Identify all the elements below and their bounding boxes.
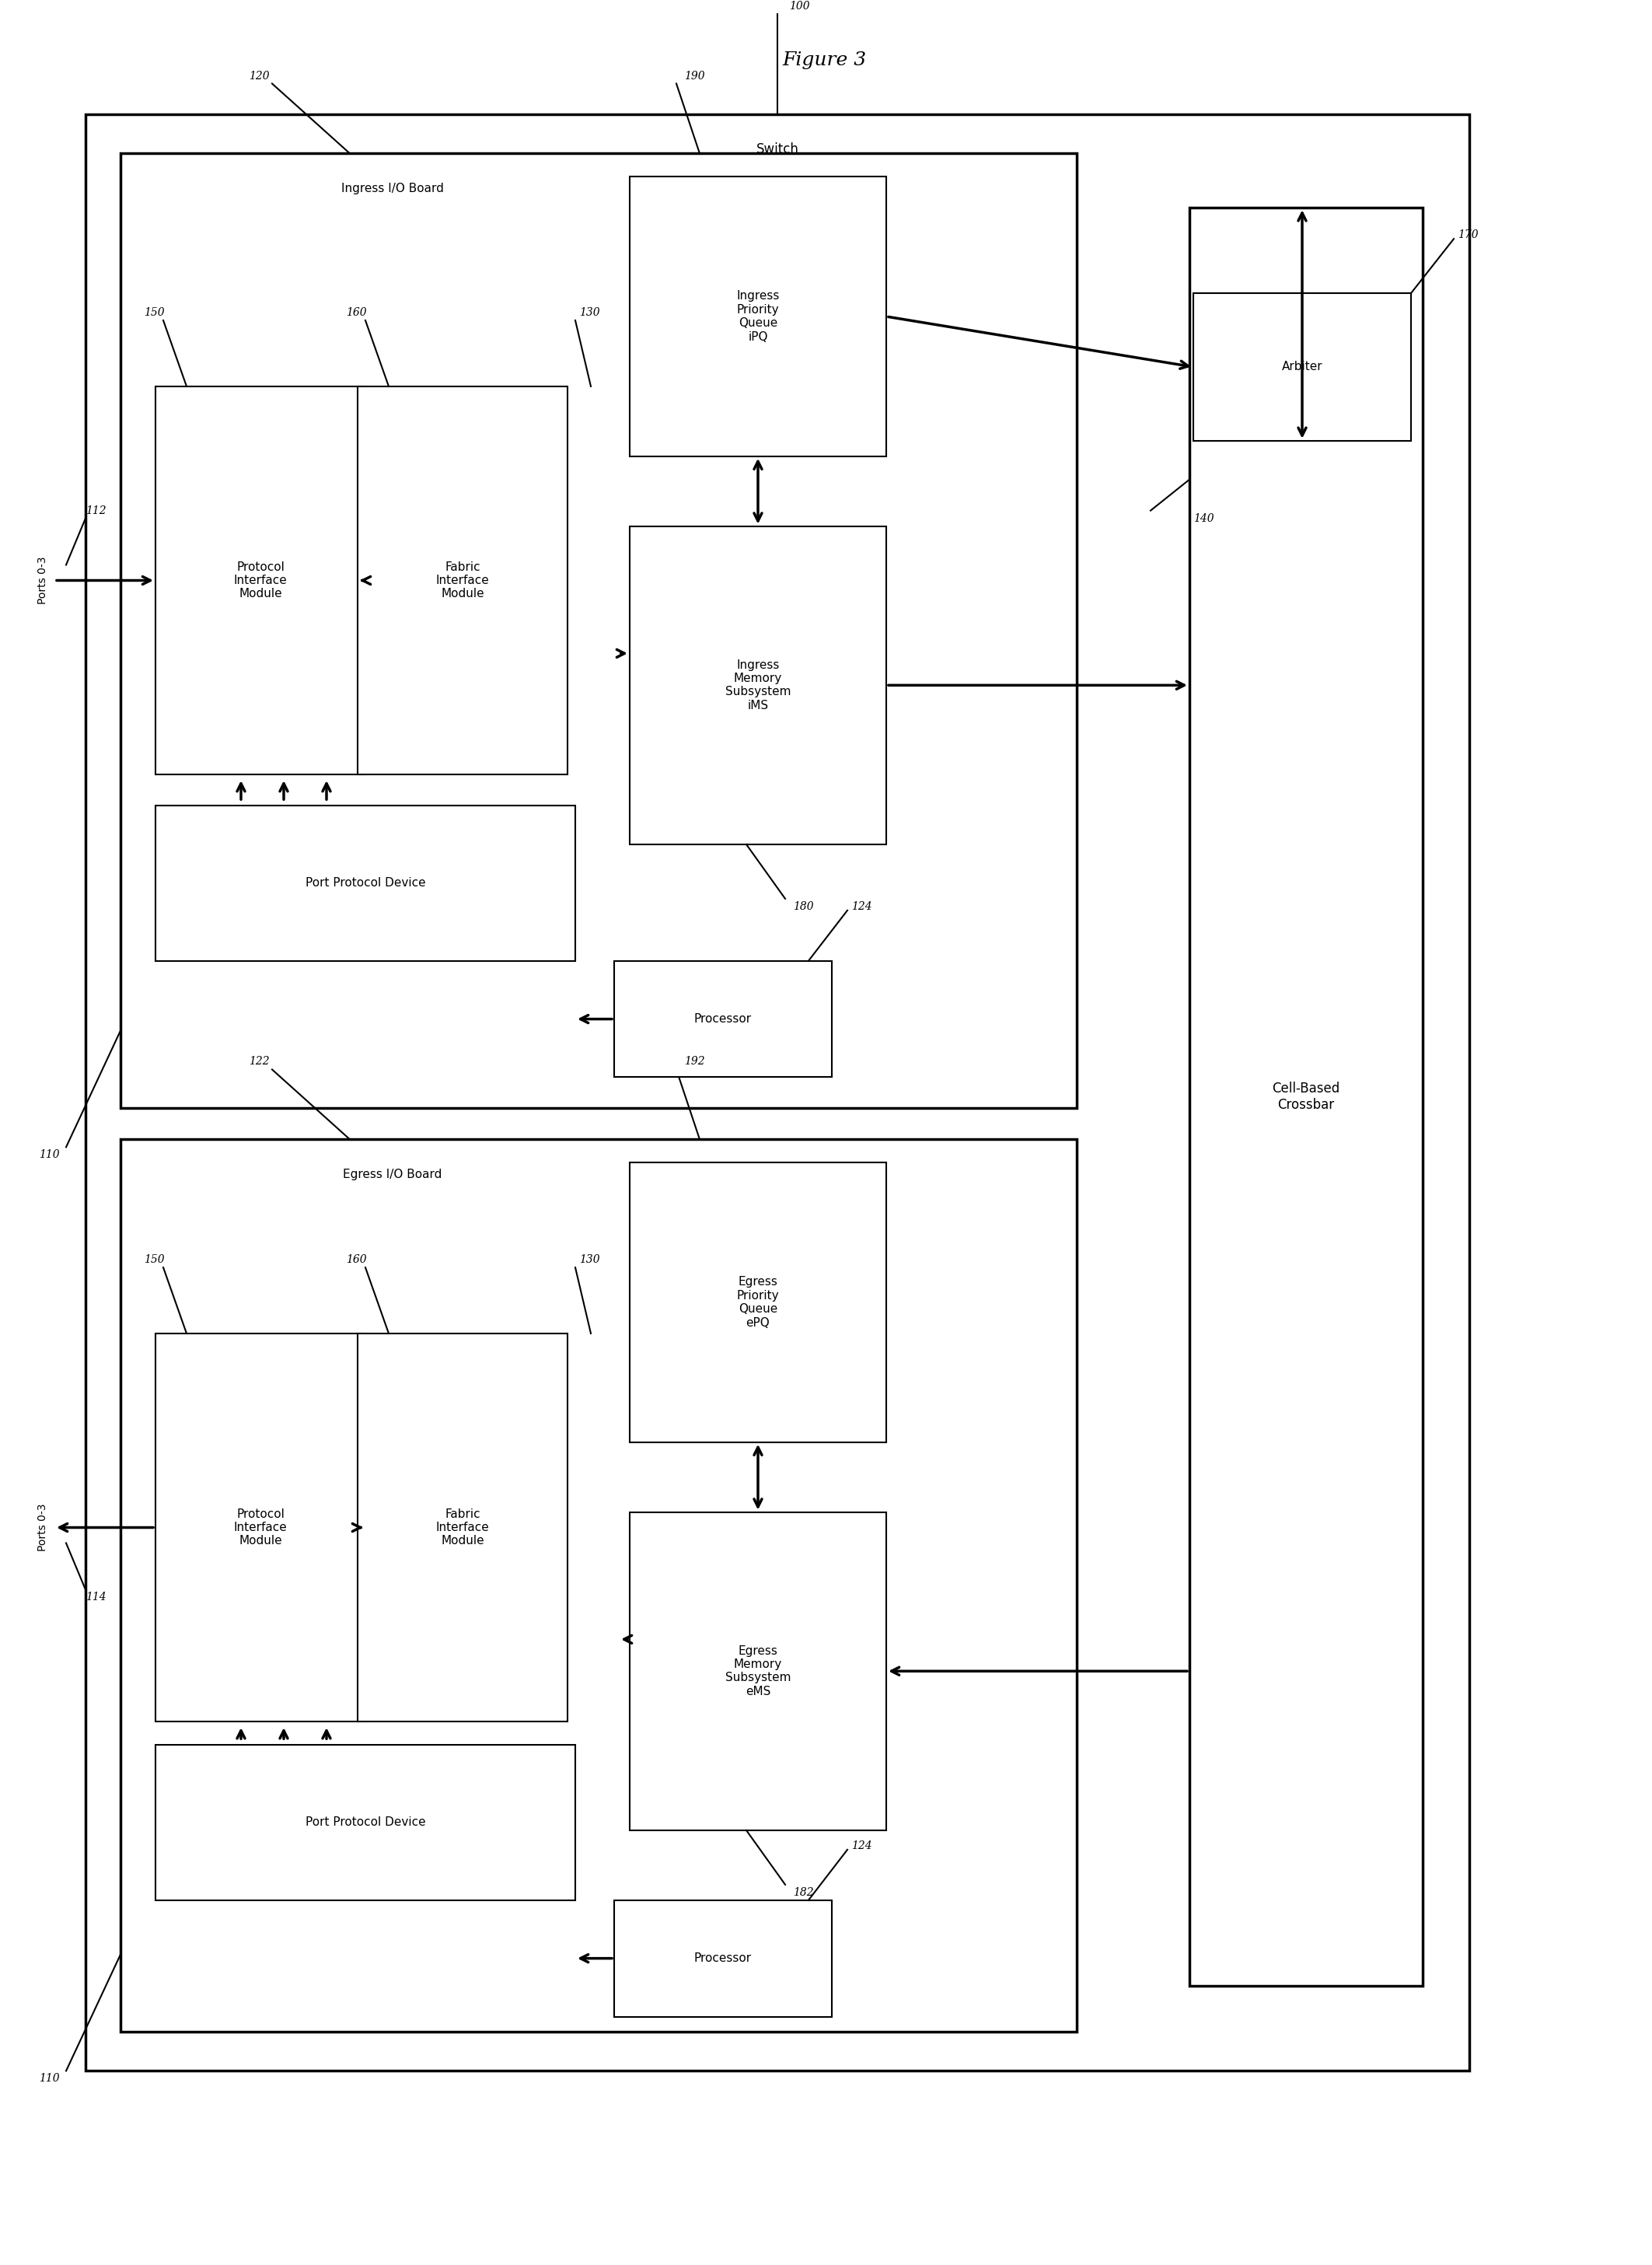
FancyBboxPatch shape — [86, 116, 1469, 2070]
FancyBboxPatch shape — [1189, 208, 1422, 1986]
Text: 150: 150 — [144, 308, 165, 317]
Text: 180: 180 — [793, 901, 814, 913]
Text: Egress
Priority
Queue
ePQ: Egress Priority Queue ePQ — [737, 1275, 780, 1330]
FancyBboxPatch shape — [155, 1744, 575, 1900]
FancyBboxPatch shape — [629, 177, 885, 455]
FancyBboxPatch shape — [121, 154, 1077, 1108]
Text: Egress I/O Board: Egress I/O Board — [344, 1169, 443, 1180]
Text: 112: 112 — [86, 505, 106, 516]
Text: Ingress I/O Board: Ingress I/O Board — [342, 183, 444, 195]
FancyBboxPatch shape — [629, 1513, 885, 1830]
Text: 150: 150 — [144, 1255, 165, 1266]
Text: 130: 130 — [580, 1255, 600, 1266]
Text: Fabric
Interface
Module: Fabric Interface Module — [436, 562, 489, 600]
Text: 110: 110 — [40, 1148, 59, 1160]
FancyBboxPatch shape — [615, 960, 833, 1078]
Text: 120: 120 — [249, 70, 269, 82]
Text: Ingress
Priority
Queue
iPQ: Ingress Priority Queue iPQ — [737, 290, 780, 342]
Text: 114: 114 — [86, 1592, 106, 1604]
FancyBboxPatch shape — [568, 1334, 585, 1726]
FancyBboxPatch shape — [357, 1334, 568, 1721]
Text: Processor: Processor — [694, 1012, 752, 1024]
FancyBboxPatch shape — [155, 806, 575, 960]
FancyBboxPatch shape — [155, 1334, 365, 1721]
Text: Switch: Switch — [757, 143, 800, 156]
Text: Ports 0-3: Ports 0-3 — [38, 557, 48, 605]
FancyBboxPatch shape — [568, 1334, 585, 1735]
FancyBboxPatch shape — [150, 811, 572, 967]
Text: Arbiter: Arbiter — [1282, 360, 1323, 374]
Text: Protocol
Interface
Module: Protocol Interface Module — [233, 1508, 287, 1547]
Text: 192: 192 — [684, 1055, 705, 1067]
Text: 124: 124 — [851, 1841, 872, 1851]
Text: Egress
Memory
Subsystem
eMS: Egress Memory Subsystem eMS — [725, 1644, 791, 1696]
FancyBboxPatch shape — [568, 1334, 585, 1730]
FancyBboxPatch shape — [139, 1762, 563, 1916]
Text: 122: 122 — [249, 1055, 269, 1067]
FancyBboxPatch shape — [144, 1755, 567, 1912]
FancyBboxPatch shape — [568, 387, 585, 779]
Text: Ports 0-3: Ports 0-3 — [38, 1504, 48, 1552]
Text: Figure 3: Figure 3 — [781, 52, 866, 70]
Text: Processor: Processor — [694, 1952, 752, 1964]
Text: Protocol
Interface
Module: Protocol Interface Module — [233, 562, 287, 600]
FancyBboxPatch shape — [155, 387, 365, 775]
Text: 160: 160 — [345, 308, 367, 317]
FancyBboxPatch shape — [1193, 292, 1411, 442]
FancyBboxPatch shape — [139, 822, 563, 978]
Text: 130: 130 — [580, 308, 600, 317]
FancyBboxPatch shape — [568, 387, 585, 784]
Text: 190: 190 — [684, 70, 705, 82]
Text: Ingress
Memory
Subsystem
iMS: Ingress Memory Subsystem iMS — [725, 659, 791, 711]
Text: 100: 100 — [790, 0, 809, 11]
Text: Cell-Based
Crossbar: Cell-Based Crossbar — [1272, 1083, 1340, 1112]
FancyBboxPatch shape — [121, 1139, 1077, 2032]
FancyBboxPatch shape — [150, 1751, 572, 1905]
FancyBboxPatch shape — [615, 1900, 833, 2016]
Text: 140: 140 — [1193, 512, 1214, 523]
FancyBboxPatch shape — [629, 525, 885, 845]
Text: 182: 182 — [793, 1887, 814, 1898]
Text: 160: 160 — [345, 1255, 367, 1266]
FancyBboxPatch shape — [144, 818, 567, 972]
FancyBboxPatch shape — [568, 387, 585, 786]
Text: Fabric
Interface
Module: Fabric Interface Module — [436, 1508, 489, 1547]
Text: Port Protocol Device: Port Protocol Device — [306, 1817, 426, 1828]
Text: 170: 170 — [1457, 229, 1479, 240]
FancyBboxPatch shape — [357, 387, 568, 775]
Text: Port Protocol Device: Port Protocol Device — [306, 877, 426, 890]
Text: 110: 110 — [40, 2072, 59, 2084]
FancyBboxPatch shape — [629, 1162, 885, 1443]
Text: 124: 124 — [851, 901, 872, 913]
